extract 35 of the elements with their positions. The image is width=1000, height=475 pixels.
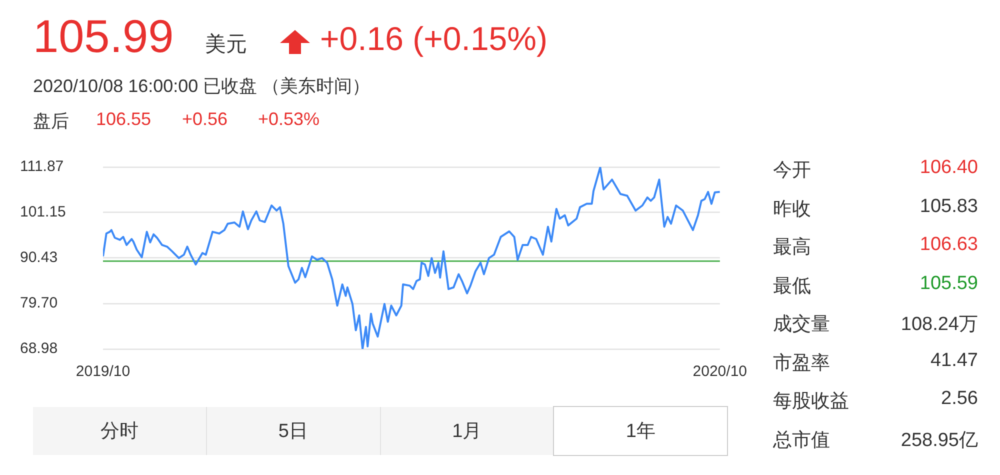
text: 105.59: [920, 272, 978, 294]
text: 成交量: [773, 313, 830, 337]
text: 美元: [205, 32, 247, 58]
text: +0.16 (+0.15%): [320, 19, 548, 59]
text: +0.56: [182, 109, 228, 130]
text: 盘后: [33, 110, 69, 133]
text: 2.56: [941, 388, 978, 410]
text: 105.83: [920, 196, 978, 218]
text: 106.63: [920, 234, 978, 256]
text: +0.53%: [258, 109, 320, 130]
y-tick-label: 68.98: [20, 340, 58, 358]
text: 市盈率: [773, 352, 830, 376]
text: 5日: [206, 407, 380, 455]
y-tick-label: 90.43: [20, 249, 58, 266]
text: 1年: [554, 407, 727, 455]
text: 最高: [773, 236, 811, 260]
text: 108.24万: [900, 313, 978, 337]
text: 今开: [773, 159, 811, 183]
text: 分时: [33, 407, 207, 455]
x-tick-label: 2019/10: [76, 363, 130, 380]
text: 总市值: [773, 428, 830, 452]
text: 258.95亿: [900, 428, 978, 452]
text: 106.55: [96, 109, 152, 130]
text: 1月: [380, 407, 554, 455]
y-tick-label: 79.70: [20, 294, 58, 312]
text: 最低: [773, 274, 811, 298]
text: 每股收益: [773, 390, 849, 414]
y-tick-label: 111.87: [20, 158, 64, 176]
text: 41.47: [930, 350, 978, 372]
text: 昨收: [773, 198, 811, 222]
chart-subtitle: 2020/10/08 16:00:00 已收盘 （美东时间）: [33, 75, 370, 98]
chart-title: 105.99: [33, 9, 174, 64]
y-tick-label: 101.15: [20, 204, 66, 221]
x-tick-label: 2020/10: [692, 363, 748, 380]
text: 106.40: [920, 157, 978, 179]
